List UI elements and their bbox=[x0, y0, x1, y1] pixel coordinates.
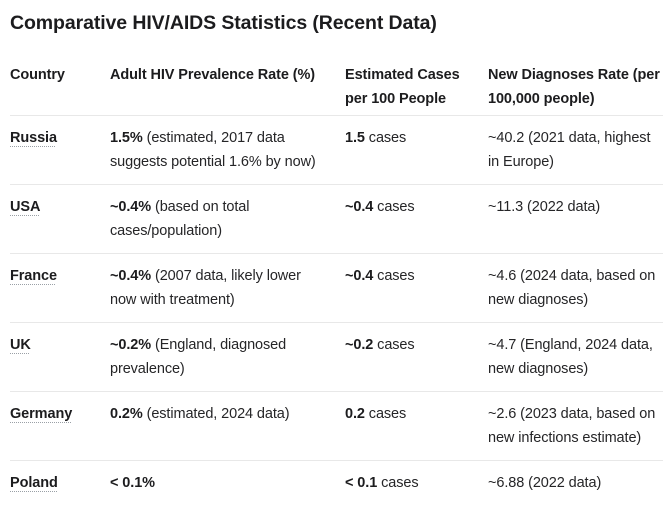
country-link[interactable]: France bbox=[10, 268, 57, 284]
prevalence-value: 1.5% bbox=[110, 130, 143, 146]
cases-suffix: cases bbox=[381, 475, 419, 491]
cases-suffix: cases bbox=[377, 268, 415, 284]
cases-cell: 1.5 cases bbox=[345, 126, 488, 150]
prevalence-note: (England, diagnosed prevalence) bbox=[110, 337, 287, 377]
country-link[interactable]: Russia bbox=[10, 130, 57, 146]
prevalence-cell: ~0.4% (based on total cases/population) bbox=[110, 195, 345, 243]
table-row-russia: Russia 1.5% (estimated, 2017 data sugges… bbox=[10, 115, 663, 184]
table-row-france: France ~0.4% (2007 data, likely lower no… bbox=[10, 253, 663, 322]
cases-cell: ~0.4 cases bbox=[345, 264, 488, 288]
prevalence-cell: 1.5% (estimated, 2017 data suggests pote… bbox=[110, 126, 345, 174]
table-row-poland: Poland < 0.1% < 0.1 cases ~6.88 (2022 da… bbox=[10, 460, 663, 505]
country-link[interactable]: USA bbox=[10, 199, 41, 215]
table-row-germany: Germany 0.2% (estimated, 2024 data) 0.2 … bbox=[10, 391, 663, 460]
table-row-usa: USA ~0.4% (based on total cases/populati… bbox=[10, 184, 663, 253]
diagnoses-cell: ~6.88 (2022 data) bbox=[488, 475, 602, 491]
prevalence-value: ~0.4% bbox=[110, 268, 152, 284]
country-cell: Germany bbox=[10, 402, 110, 426]
prevalence-note: (estimated, 2024 data) bbox=[146, 406, 290, 422]
country-link[interactable]: Poland bbox=[10, 475, 58, 491]
cases-cell: ~0.4 cases bbox=[345, 195, 488, 219]
cases-value: ~0.4 bbox=[345, 199, 374, 215]
cases-cell: 0.2 cases bbox=[345, 402, 488, 426]
country-cell: USA bbox=[10, 195, 110, 219]
country-cell: Russia bbox=[10, 126, 110, 150]
table-title: Comparative HIV/AIDS Statistics (Recent … bbox=[10, 12, 437, 34]
prevalence-cell: 0.2% (estimated, 2024 data) bbox=[110, 402, 345, 426]
column-header-cases: Estimated Cases per 100 People bbox=[345, 67, 460, 107]
country-link[interactable]: UK bbox=[10, 337, 31, 353]
prevalence-note: (estimated, 2017 data suggests potential… bbox=[110, 130, 316, 170]
prevalence-value: 0.2% bbox=[110, 406, 143, 422]
cases-value: 0.2 bbox=[345, 406, 365, 422]
cases-suffix: cases bbox=[368, 406, 407, 422]
prevalence-cell: ~0.4% (2007 data, likely lower now with … bbox=[110, 264, 345, 312]
cases-value: ~0.4 bbox=[345, 268, 374, 284]
cases-cell: ~0.2 cases bbox=[345, 333, 488, 357]
country-cell: Poland bbox=[10, 471, 110, 495]
column-header-country: Country bbox=[10, 67, 65, 83]
statistics-table: Country Adult HIV Prevalence Rate (%) Es… bbox=[10, 63, 663, 505]
diagnoses-cell: ~4.7 (England, 2024 data, new diagnoses) bbox=[488, 337, 653, 377]
prevalence-note: (based on total cases/population) bbox=[110, 199, 250, 239]
diagnoses-cell: ~4.6 (2024 data, based on new diagnoses) bbox=[488, 268, 656, 308]
cases-suffix: cases bbox=[368, 130, 407, 146]
cases-value: ~0.2 bbox=[345, 337, 374, 353]
prevalence-value: ~0.4% bbox=[110, 199, 152, 215]
diagnoses-cell: ~11.3 (2022 data) bbox=[488, 199, 601, 215]
country-cell: France bbox=[10, 264, 110, 288]
column-header-diagnoses: New Diagnoses Rate (per 100,000 people) bbox=[488, 67, 660, 107]
cases-suffix: cases bbox=[377, 337, 415, 353]
cases-suffix: cases bbox=[377, 199, 415, 215]
cases-value: < 0.1 bbox=[345, 475, 378, 491]
cases-value: 1.5 bbox=[345, 130, 365, 146]
country-cell: UK bbox=[10, 333, 110, 357]
country-link[interactable]: Germany bbox=[10, 406, 73, 422]
prevalence-cell: ~0.2% (England, diagnosed prevalence) bbox=[110, 333, 345, 381]
column-header-prevalence: Adult HIV Prevalence Rate (%) bbox=[110, 67, 315, 83]
cases-cell: < 0.1 cases bbox=[345, 471, 488, 495]
prevalence-value: < 0.1% bbox=[110, 475, 155, 491]
table-row-uk: UK ~0.2% (England, diagnosed prevalence)… bbox=[10, 322, 663, 391]
prevalence-cell: < 0.1% bbox=[110, 471, 345, 495]
diagnoses-cell: ~40.2 (2021 data, highest in Europe) bbox=[488, 130, 651, 170]
diagnoses-cell: ~2.6 (2023 data, based on new infections… bbox=[488, 406, 656, 446]
prevalence-value: ~0.2% bbox=[110, 337, 152, 353]
prevalence-note: (2007 data, likely lower now with treatm… bbox=[110, 268, 301, 308]
table-header-row: Country Adult HIV Prevalence Rate (%) Es… bbox=[10, 63, 663, 115]
